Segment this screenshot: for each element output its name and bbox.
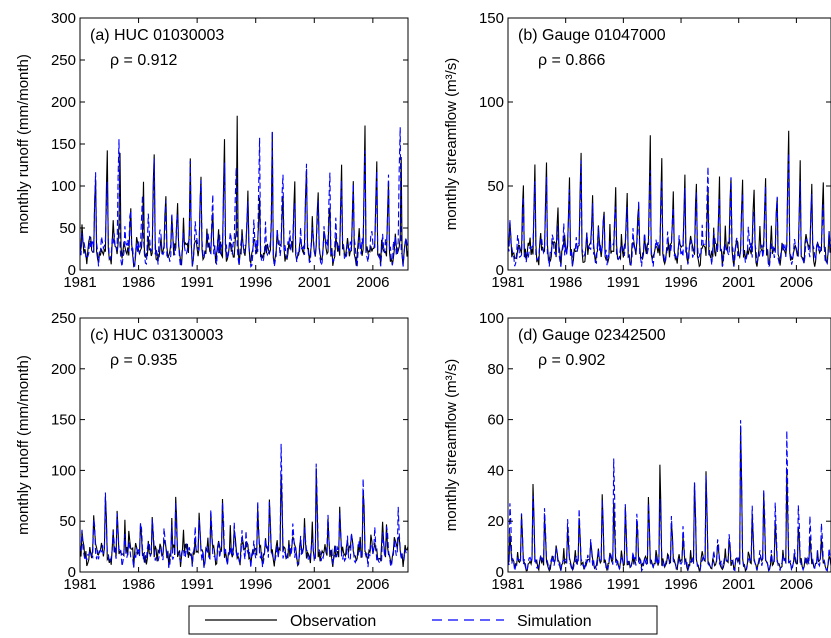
chart-panel-d: 1981 1986 1991 1996 2001 2006 0 20 40 60 80 100 mont… (443, 310, 831, 593)
x-tick-label: 1991 (607, 576, 640, 593)
series-line-observation (80, 468, 408, 567)
y-tick-label: 0 (68, 564, 76, 581)
legend-label-simulation: Simulation (517, 613, 592, 630)
panel-title: (a) HUC 01030003 (90, 27, 224, 44)
panel-title: (d) Gauge 02342500 (518, 327, 666, 344)
y-tick-label: 150 (51, 412, 76, 429)
y-tick-label: 150 (51, 136, 76, 153)
x-tick-label: 1981 (491, 576, 524, 593)
x-tick-label: 2001 (298, 576, 331, 593)
x-tick-label: 1986 (549, 576, 582, 593)
y-tick-label: 100 (51, 178, 76, 195)
y-tick-label: 250 (51, 310, 76, 327)
series-line-simulation (80, 443, 408, 569)
y-tick-label: 50 (59, 220, 76, 237)
y-tick-label: 0 (496, 262, 504, 279)
y-tick-label: 40 (487, 462, 504, 479)
x-tick-label: 2006 (780, 274, 813, 291)
y-tick-label: 250 (51, 52, 76, 69)
correlation-label: ρ = 0.866 (538, 52, 605, 69)
y-axis-label: monthly streamflow (m³/s) (443, 359, 460, 532)
x-tick-label: 1986 (549, 274, 582, 291)
panel-title: (b) Gauge 01047000 (518, 27, 666, 44)
x-tick-label: 2001 (722, 274, 755, 291)
y-tick-label: 200 (51, 361, 76, 378)
x-tick-label: 1991 (607, 274, 640, 291)
correlation-label: ρ = 0.902 (538, 352, 605, 369)
y-tick-label: 20 (487, 513, 504, 530)
y-tick-label: 100 (51, 462, 76, 479)
y-axis-label: monthly runoff (mm/month) (15, 355, 32, 535)
x-tick-label: 1981 (491, 274, 524, 291)
y-tick-label: 60 (487, 412, 504, 429)
x-tick-label: 1996 (664, 576, 697, 593)
x-tick-label: 1996 (664, 274, 697, 291)
series-line-simulation (80, 127, 408, 268)
plot-frame (507, 17, 831, 271)
legend: Observation Simulation (188, 605, 658, 635)
y-axis-label: monthly streamflow (m³/s) (443, 58, 460, 231)
correlation-label: ρ = 0.912 (110, 52, 177, 69)
x-tick-label: 1981 (63, 576, 96, 593)
y-tick-label: 50 (59, 513, 76, 530)
series-line-simulation (508, 153, 831, 268)
x-tick-label: 1996 (239, 274, 272, 291)
y-tick-label: 300 (51, 10, 76, 27)
chart-panel-c: 1981 1986 1991 1996 2001 2006 0 50 100 150 200 250 m… (15, 310, 409, 593)
y-tick-label: 0 (68, 262, 76, 279)
panel-title: (c) HUC 03130003 (90, 327, 224, 344)
x-tick-label: 1996 (239, 576, 272, 593)
x-tick-label: 2006 (356, 576, 389, 593)
x-tick-label: 2001 (722, 576, 755, 593)
plot-frame (79, 317, 409, 573)
x-tick-label: 2006 (780, 576, 813, 593)
legend-label-observation: Observation (290, 613, 376, 630)
x-tick-label: 1991 (180, 576, 213, 593)
chart-panel-b: 1981 1986 1991 1996 2001 2006 0 50 100 150 monthly… (443, 10, 831, 291)
x-tick-label: 1986 (122, 274, 155, 291)
x-tick-label: 1981 (63, 274, 96, 291)
x-tick-label: 2001 (298, 274, 331, 291)
y-tick-label: 200 (51, 94, 76, 111)
y-tick-label: 0 (496, 564, 504, 581)
y-tick-label: 80 (487, 361, 504, 378)
y-tick-label: 50 (487, 178, 504, 195)
x-tick-label: 1986 (122, 576, 155, 593)
y-axis-label: monthly runoff (mm/month) (15, 54, 32, 234)
correlation-label: ρ = 0.935 (110, 352, 177, 369)
x-tick-label: 2006 (356, 274, 389, 291)
y-tick-label: 150 (479, 10, 504, 27)
series-line-simulation (508, 420, 831, 572)
x-tick-label: 1991 (180, 274, 213, 291)
y-tick-label: 100 (479, 94, 504, 111)
y-tick-label: 100 (479, 310, 504, 327)
plot-frame (507, 317, 831, 573)
chart-panel-a: 1981 1986 1991 1996 2001 2006 0 50 100 150 200 250 3… (15, 10, 409, 291)
